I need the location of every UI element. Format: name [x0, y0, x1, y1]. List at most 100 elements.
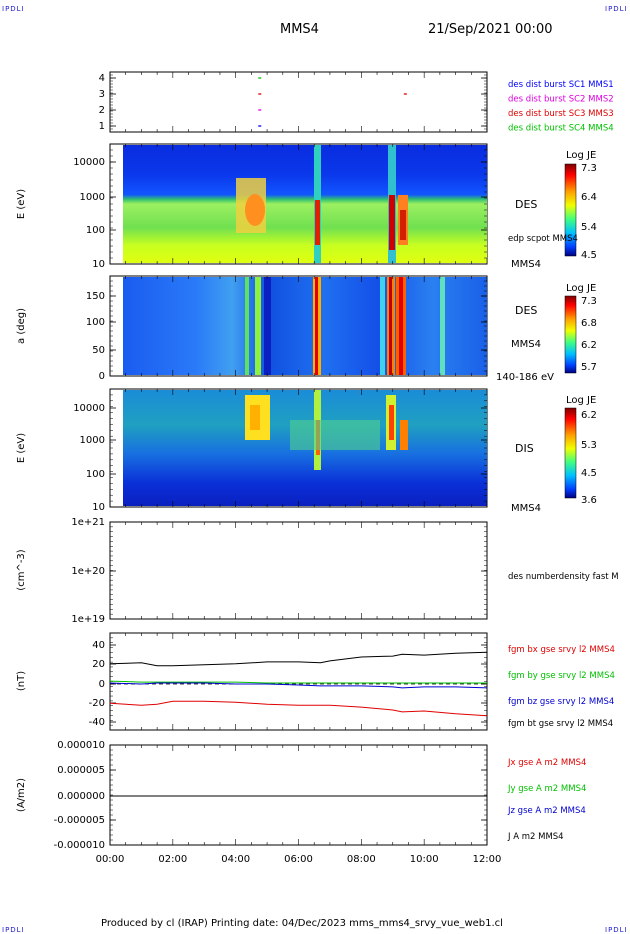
burst-legend-entry: des dist burst SC4 MMS4	[508, 124, 614, 134]
corner-label-bottom-right: IPDLI	[605, 926, 628, 934]
panel-right-label: edp scpot MMS4	[508, 234, 578, 244]
colorbar-tick-label: 4.5	[581, 250, 597, 261]
burst-legend-entry: des dist burst SC3 MMS3	[508, 109, 614, 119]
current-legend-entry: Jz gse A m2 MMS4	[507, 806, 586, 816]
colorbar-tick-label: 7.3	[581, 296, 597, 307]
ytick-label: 20	[92, 659, 105, 670]
corner-label-bottom-left: IPDLI	[2, 926, 25, 934]
panel-right-label: DIS	[515, 442, 534, 455]
panel-right-label: MMS4	[511, 503, 541, 514]
spacecraft-title: MMS4	[280, 22, 319, 37]
density-panel-frame	[109, 521, 488, 620]
panel-right-label: MMS4	[511, 259, 541, 270]
footer-credit: Produced by cl (IRAP) Printing date: 04/…	[101, 918, 503, 929]
colorbar-tick-label: 6.8	[581, 318, 597, 329]
xtick-label: 06:00	[284, 854, 313, 865]
colorbar-tick-label: 3.6	[581, 495, 597, 506]
xtick-label: 02:00	[158, 854, 187, 865]
ytick-label: 0	[99, 371, 105, 382]
bfield-panel-frame	[109, 632, 488, 731]
colorbar-title: Log JE	[566, 283, 596, 294]
ytick-label: 1e+21	[71, 517, 105, 528]
ytick-label: 1000	[80, 435, 105, 446]
ytick-label: 3	[99, 89, 105, 100]
colorbars	[564, 163, 577, 499]
ytick-label: 150	[86, 291, 105, 302]
bfield-series-line	[109, 682, 488, 689]
colorbar-tick-label: 6.2	[581, 340, 597, 351]
ytick-label: 100	[86, 317, 105, 328]
colorbar-tick-label: 5.4	[581, 222, 597, 233]
current-panel-frame	[109, 744, 488, 846]
ytick-label: -0.000005	[54, 815, 105, 826]
ytick-label: 0.000010	[57, 740, 105, 751]
des-energy-spectrogram	[123, 145, 487, 263]
colorbar-pitch	[564, 295, 577, 374]
corner-label-top-left: IPDLI	[2, 5, 25, 13]
xtick-label: 08:00	[347, 854, 376, 865]
xtick-label: 00:00	[96, 854, 125, 865]
colorbar-tick-label: 4.5	[581, 468, 597, 479]
xtick-label: 10:00	[410, 854, 439, 865]
bfield-legend-entry: fgm bx gse srvy l2 MMS4	[508, 645, 615, 655]
bfield-series-line	[109, 700, 488, 717]
bfield-series-line	[109, 651, 488, 667]
colorbar-tick-label: 5.7	[581, 362, 597, 373]
corner-label-top-right: IPDLI	[605, 5, 628, 13]
xtick-label: 04:00	[221, 854, 250, 865]
colorbar-des-energy	[564, 163, 577, 257]
ytick-label: 1000	[80, 192, 105, 203]
ytick-label: 10	[92, 502, 105, 513]
current-legend-entry: Jy gse A m2 MMS4	[507, 784, 586, 794]
density-legend-entry: des numberdensity fast M	[508, 572, 619, 582]
panel-right-label: DES	[515, 198, 537, 211]
ytick-label: -0.000010	[54, 840, 105, 851]
ytick-label: 1e+20	[71, 566, 105, 577]
colorbar-tick-label: 7.3	[581, 163, 597, 174]
dis-energy-spectrogram	[123, 390, 487, 506]
colorbar-title: Log JE	[566, 395, 596, 406]
colorbar-tick-label: 6.2	[581, 410, 597, 421]
ytick-label: 0.000005	[57, 765, 105, 776]
ylabel: a (deg)	[16, 308, 27, 344]
ytick-label: 50	[92, 345, 105, 356]
colorbar-dis-energy	[564, 407, 577, 499]
colorbar-tick-label: 6.4	[581, 192, 597, 203]
ylabel: (cm^-3)	[16, 549, 27, 590]
bfield-series-line	[109, 680, 487, 684]
ytick-label: 10000	[73, 157, 105, 168]
ytick-label: 10000	[73, 403, 105, 414]
ytick-label: 0	[99, 679, 105, 690]
xtick-label: 12:00	[473, 854, 502, 865]
current-legend-entry: Jx gse A m2 MMS4	[507, 758, 586, 768]
ytick-label: 1	[99, 121, 105, 132]
panel-right-label: MMS4	[511, 339, 541, 350]
burst-legend-entry: des dist burst SC1 MMS1	[508, 80, 614, 90]
ytick-label: 1e+19	[71, 614, 105, 625]
panel-right-label: 140-186 eV	[496, 372, 554, 383]
ylabel: (nT)	[16, 671, 27, 691]
ytick-label: -40	[89, 717, 105, 728]
date-title: 21/Sep/2021 00:00	[428, 22, 553, 37]
ytick-label: 100	[86, 225, 105, 236]
bfield-legend-entry: fgm by gse srvy l2 MMS4	[508, 671, 615, 681]
ytick-label: 100	[86, 469, 105, 480]
current-legend-entry: J A m2 MMS4	[507, 832, 564, 842]
ytick-label: 40	[92, 640, 105, 651]
ytick-label: -20	[89, 698, 105, 709]
colorbar-tick-label: 5.3	[581, 440, 597, 451]
ylabel: E (eV)	[16, 433, 27, 463]
burst-legend-entry: des dist burst SC2 MMS2	[508, 95, 614, 105]
ytick-label: 2	[99, 105, 105, 116]
panel-right-label: DES	[515, 304, 537, 317]
ytick-label: 10	[92, 259, 105, 270]
colorbar-title: Log JE	[566, 150, 596, 161]
ylabel: (A/m2)	[16, 778, 27, 812]
burst-panel-frame	[109, 71, 488, 133]
ylabel: E (eV)	[16, 189, 27, 219]
ytick-label: 4	[99, 73, 105, 84]
pitch-angle-spectrogram	[123, 277, 487, 375]
ytick-label: 0.000000	[57, 791, 105, 802]
